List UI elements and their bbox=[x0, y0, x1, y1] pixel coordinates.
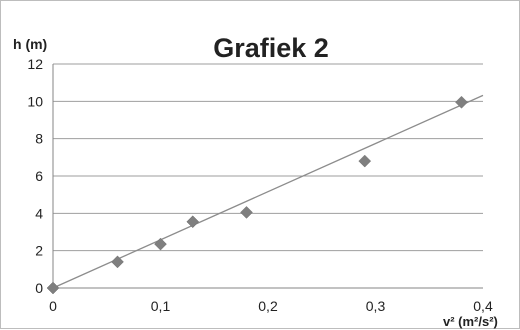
trendline-group bbox=[52, 94, 484, 289]
y-tick-label: 8 bbox=[35, 131, 43, 147]
x-tick-label: 0,1 bbox=[151, 298, 171, 314]
x-axis-label: v² (m²/s²) bbox=[443, 314, 498, 329]
trendline bbox=[52, 94, 484, 289]
x-tick-label: 0,3 bbox=[366, 298, 386, 314]
x-tick-label: 0,4 bbox=[473, 298, 493, 314]
grid-lines bbox=[53, 63, 483, 252]
y-tick-label: 6 bbox=[35, 168, 43, 184]
data-point bbox=[111, 255, 124, 269]
y-axis-label: h (m) bbox=[13, 36, 47, 52]
y-tick-label: 0 bbox=[35, 280, 43, 296]
tick-labels: 0 2 4 6 8 10 12 0 0,1 0,2 0,3 0,4 bbox=[27, 56, 493, 314]
data-point bbox=[154, 237, 167, 251]
y-tick-label: 10 bbox=[27, 93, 43, 109]
data-point bbox=[240, 206, 253, 219]
chart-title: Grafiek 2 bbox=[213, 33, 329, 63]
x-tick-label: 0 bbox=[49, 298, 57, 314]
x-tick-label: 0,2 bbox=[258, 298, 278, 314]
data-points bbox=[46, 95, 468, 295]
y-tick-label: 12 bbox=[27, 56, 43, 72]
data-point bbox=[358, 154, 372, 168]
y-tick-label: 2 bbox=[35, 243, 43, 259]
data-point bbox=[46, 281, 60, 295]
data-point bbox=[186, 215, 200, 229]
y-tick-label: 4 bbox=[35, 205, 43, 221]
data-point bbox=[455, 95, 468, 109]
